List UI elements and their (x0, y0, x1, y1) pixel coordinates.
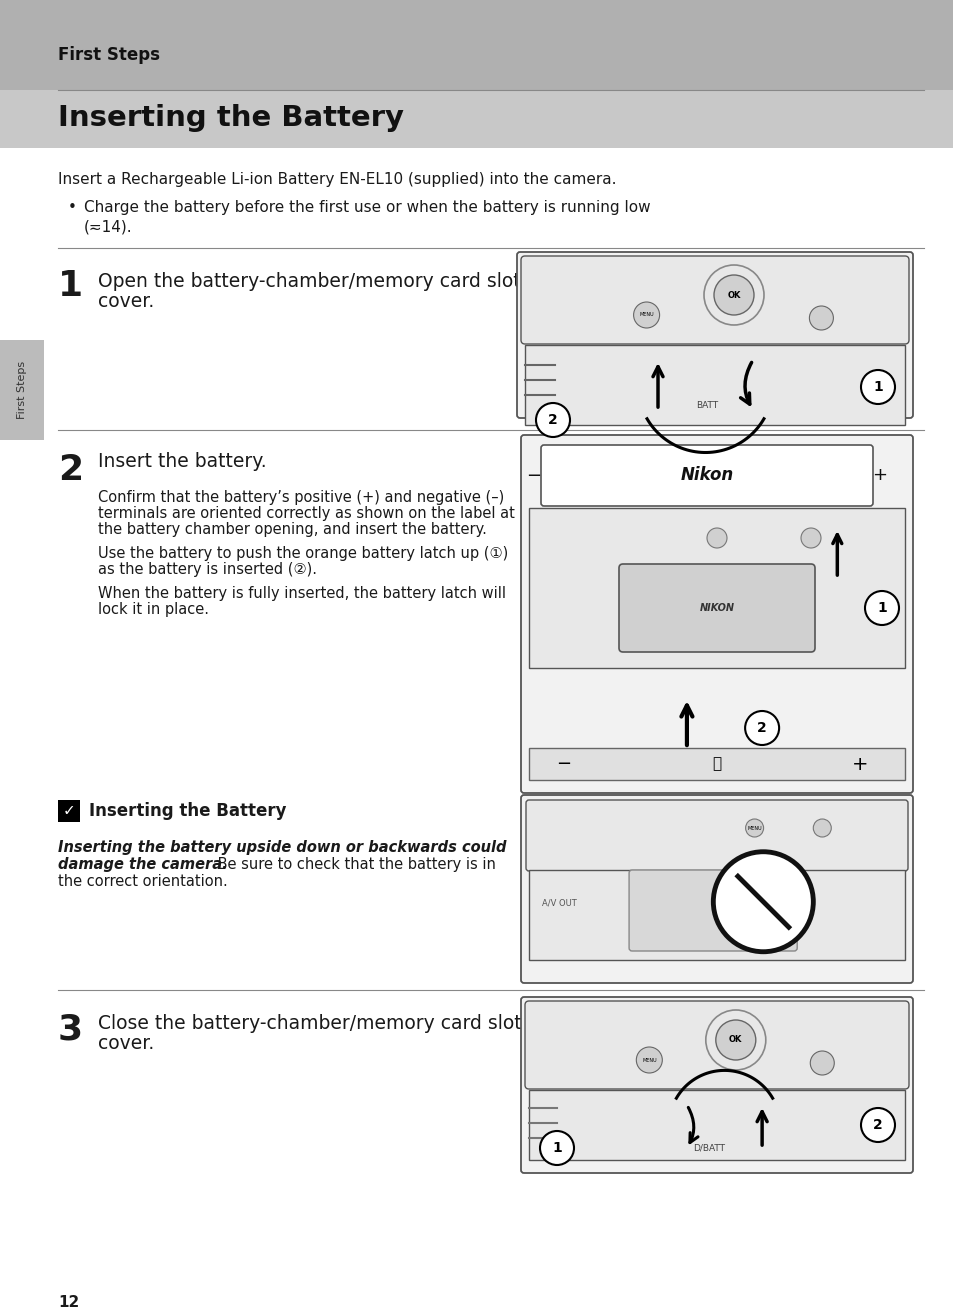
FancyBboxPatch shape (520, 795, 912, 983)
Text: Charge the battery before the first use or when the battery is running low: Charge the battery before the first use … (84, 200, 650, 215)
Text: D/BATT: D/BATT (693, 1143, 724, 1152)
Text: Inserting the Battery: Inserting the Battery (89, 802, 286, 820)
Text: the battery chamber opening, and insert the battery.: the battery chamber opening, and insert … (98, 522, 486, 537)
Circle shape (861, 371, 894, 403)
FancyBboxPatch shape (628, 870, 797, 951)
Text: Insert the battery.: Insert the battery. (98, 452, 266, 470)
Text: First Steps: First Steps (17, 361, 27, 419)
FancyBboxPatch shape (525, 800, 907, 871)
FancyBboxPatch shape (540, 445, 872, 506)
Text: Be sure to check that the battery is in: Be sure to check that the battery is in (213, 857, 496, 872)
Text: Ⓣ: Ⓣ (712, 757, 720, 771)
FancyBboxPatch shape (524, 1001, 908, 1089)
Text: lock it in place.: lock it in place. (98, 602, 209, 618)
Circle shape (633, 302, 659, 328)
Text: Confirm that the battery’s positive (+) and negative (–): Confirm that the battery’s positive (+) … (98, 490, 504, 505)
Text: MENU: MENU (641, 1058, 656, 1063)
Circle shape (713, 851, 813, 951)
Circle shape (808, 306, 833, 330)
Circle shape (706, 528, 726, 548)
Text: cover.: cover. (98, 292, 154, 311)
Text: Close the battery-chamber/memory card slot: Close the battery-chamber/memory card sl… (98, 1014, 521, 1033)
FancyBboxPatch shape (520, 256, 908, 344)
Circle shape (636, 1047, 661, 1074)
Text: as the battery is inserted (②).: as the battery is inserted (②). (98, 562, 316, 577)
Text: MENU: MENU (746, 825, 761, 830)
Text: +: + (851, 754, 867, 774)
Text: 2: 2 (872, 1118, 882, 1131)
Text: cover.: cover. (98, 1034, 154, 1053)
Text: Use the battery to push the orange battery latch up (①): Use the battery to push the orange batte… (98, 547, 508, 561)
Bar (524, 346, 904, 424)
Circle shape (812, 819, 830, 837)
Text: Open the battery-chamber/memory card slot: Open the battery-chamber/memory card slo… (98, 272, 520, 290)
Circle shape (864, 591, 898, 625)
Text: 12: 12 (58, 1296, 79, 1310)
Text: BATT: BATT (696, 401, 718, 410)
Text: First Steps: First Steps (58, 46, 160, 64)
Bar (0, 0, 953, 89)
Circle shape (539, 1131, 574, 1166)
Bar (0, 89, 953, 148)
Text: 2: 2 (58, 453, 83, 487)
Bar (529, 748, 904, 781)
Text: 1: 1 (872, 380, 882, 394)
Text: NIKON: NIKON (699, 603, 734, 614)
Text: 3: 3 (58, 1013, 83, 1047)
Text: Inserting the Battery: Inserting the Battery (58, 104, 403, 131)
Text: 1: 1 (58, 269, 83, 304)
Bar (529, 509, 904, 668)
Circle shape (744, 711, 779, 745)
Circle shape (809, 1051, 834, 1075)
Text: the correct orientation.: the correct orientation. (58, 874, 228, 890)
Text: •: • (68, 200, 77, 215)
Text: (≂14).: (≂14). (84, 219, 132, 235)
FancyBboxPatch shape (520, 997, 912, 1173)
Text: A/V OUT: A/V OUT (541, 899, 577, 908)
Bar (529, 1091, 904, 1160)
Text: Nikon: Nikon (679, 466, 733, 485)
Circle shape (715, 1020, 755, 1060)
Circle shape (861, 1108, 894, 1142)
FancyBboxPatch shape (618, 564, 814, 652)
Text: Insert a Rechargeable Li-ion Battery EN-EL10 (supplied) into the camera.: Insert a Rechargeable Li-ion Battery EN-… (58, 172, 616, 187)
Circle shape (801, 528, 821, 548)
Text: −: − (526, 466, 541, 485)
Text: 2: 2 (757, 721, 766, 735)
Bar (0, 340, 44, 440)
Text: MENU: MENU (639, 313, 653, 318)
Circle shape (713, 275, 753, 315)
Text: damage the camera.: damage the camera. (58, 857, 228, 872)
Text: OK: OK (728, 1035, 741, 1045)
Text: 2: 2 (548, 413, 558, 427)
Text: Inserting the battery upside down or backwards could: Inserting the battery upside down or bac… (58, 840, 506, 855)
Bar (529, 870, 904, 961)
Circle shape (745, 819, 762, 837)
Circle shape (536, 403, 569, 438)
FancyBboxPatch shape (520, 435, 912, 794)
Text: ✓: ✓ (63, 803, 75, 819)
Text: 1: 1 (876, 600, 886, 615)
Text: OK: OK (726, 290, 740, 300)
Text: terminals are oriented correctly as shown on the label at: terminals are oriented correctly as show… (98, 506, 515, 520)
Text: −: − (556, 756, 571, 773)
Text: +: + (872, 466, 886, 485)
Text: 1: 1 (552, 1141, 561, 1155)
Text: When the battery is fully inserted, the battery latch will: When the battery is fully inserted, the … (98, 586, 505, 600)
FancyBboxPatch shape (517, 252, 912, 418)
Bar (58, 800, 80, 823)
